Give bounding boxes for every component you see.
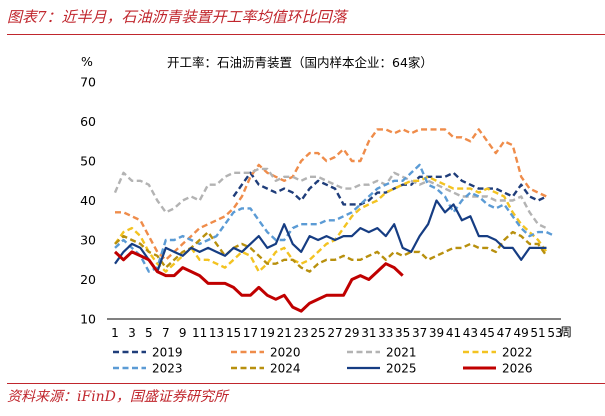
series-line-2024 bbox=[114, 230, 548, 273]
x-tick-label: 5 bbox=[145, 326, 153, 340]
series-line-2022 bbox=[114, 175, 548, 273]
x-tick-label: 25 bbox=[310, 326, 325, 340]
y-tick-label: 70 bbox=[80, 75, 96, 90]
y-tick-label: 20 bbox=[80, 272, 96, 287]
series-line-2020 bbox=[115, 128, 548, 261]
x-tick-label: 3 bbox=[128, 326, 136, 340]
legend-label-2019: 2019 bbox=[152, 346, 183, 360]
x-tick-label: 47 bbox=[497, 326, 512, 340]
x-tick-label: 1 bbox=[111, 326, 119, 340]
legend-label-2026: 2026 bbox=[502, 362, 533, 376]
x-tick-label: 15 bbox=[226, 326, 241, 340]
legend: 2019 2020 2021 2022 2023 2024 2025 2026 bbox=[113, 346, 533, 376]
series-line-2026 bbox=[113, 250, 404, 313]
series-layer bbox=[113, 128, 556, 313]
x-tick-label: 41 bbox=[446, 326, 461, 340]
x-tick-label: 43 bbox=[463, 326, 478, 340]
x-tick-label: 11 bbox=[192, 326, 207, 340]
legend-label-2025: 2025 bbox=[386, 362, 417, 376]
x-tick-label: 21 bbox=[277, 326, 292, 340]
x-tick-label: 29 bbox=[344, 326, 359, 340]
x-tick-label: 23 bbox=[294, 326, 309, 340]
y-tick-label: 40 bbox=[80, 193, 96, 208]
x-tick-label: 37 bbox=[412, 326, 427, 340]
x-tick-label: 13 bbox=[209, 326, 224, 340]
series-line-2021 bbox=[113, 167, 548, 230]
x-tick-label: 7 bbox=[162, 326, 170, 340]
x-tick-label: 39 bbox=[429, 326, 444, 340]
series-line-2025 bbox=[114, 199, 547, 273]
header-rule bbox=[7, 34, 605, 35]
y-axis-unit: % bbox=[81, 54, 93, 69]
x-tick-label: 31 bbox=[361, 326, 376, 340]
x-tick-label: 45 bbox=[480, 326, 495, 340]
x-tick-label: 53 bbox=[547, 326, 562, 340]
y-tick-label: 60 bbox=[80, 114, 96, 129]
legend-label-2022: 2022 bbox=[502, 346, 533, 360]
x-tick-label: 17 bbox=[243, 326, 258, 340]
x-tick-label: 33 bbox=[378, 326, 393, 340]
y-tick-label: 10 bbox=[80, 312, 96, 327]
x-tick-label: 19 bbox=[260, 326, 275, 340]
source-note: 资料来源：iFinD，国盛证券研究所 bbox=[7, 389, 228, 405]
x-tick-label: 51 bbox=[530, 326, 545, 340]
legend-label-2021: 2021 bbox=[386, 346, 417, 360]
x-tick-label: 27 bbox=[327, 326, 342, 340]
x-axis-unit: 周 bbox=[560, 325, 572, 339]
legend-label-2020: 2020 bbox=[270, 346, 301, 360]
x-tick-label: 35 bbox=[395, 326, 410, 340]
figure-title: 图表7：近半月，石油沥青装置开工率均值环比回落 bbox=[7, 8, 347, 26]
y-tick-label: 50 bbox=[80, 154, 96, 169]
y-tick-label: 30 bbox=[80, 233, 96, 248]
x-tick-label: 49 bbox=[514, 326, 529, 340]
legend-label-2024: 2024 bbox=[270, 362, 301, 376]
chart-title: 开工率：石油沥青装置（国内样本企业：64家） bbox=[167, 55, 433, 70]
footer-rule bbox=[7, 383, 605, 384]
legend-label-2023: 2023 bbox=[152, 362, 183, 376]
series-line-2023 bbox=[114, 163, 556, 273]
x-tick-label: 9 bbox=[179, 326, 187, 340]
